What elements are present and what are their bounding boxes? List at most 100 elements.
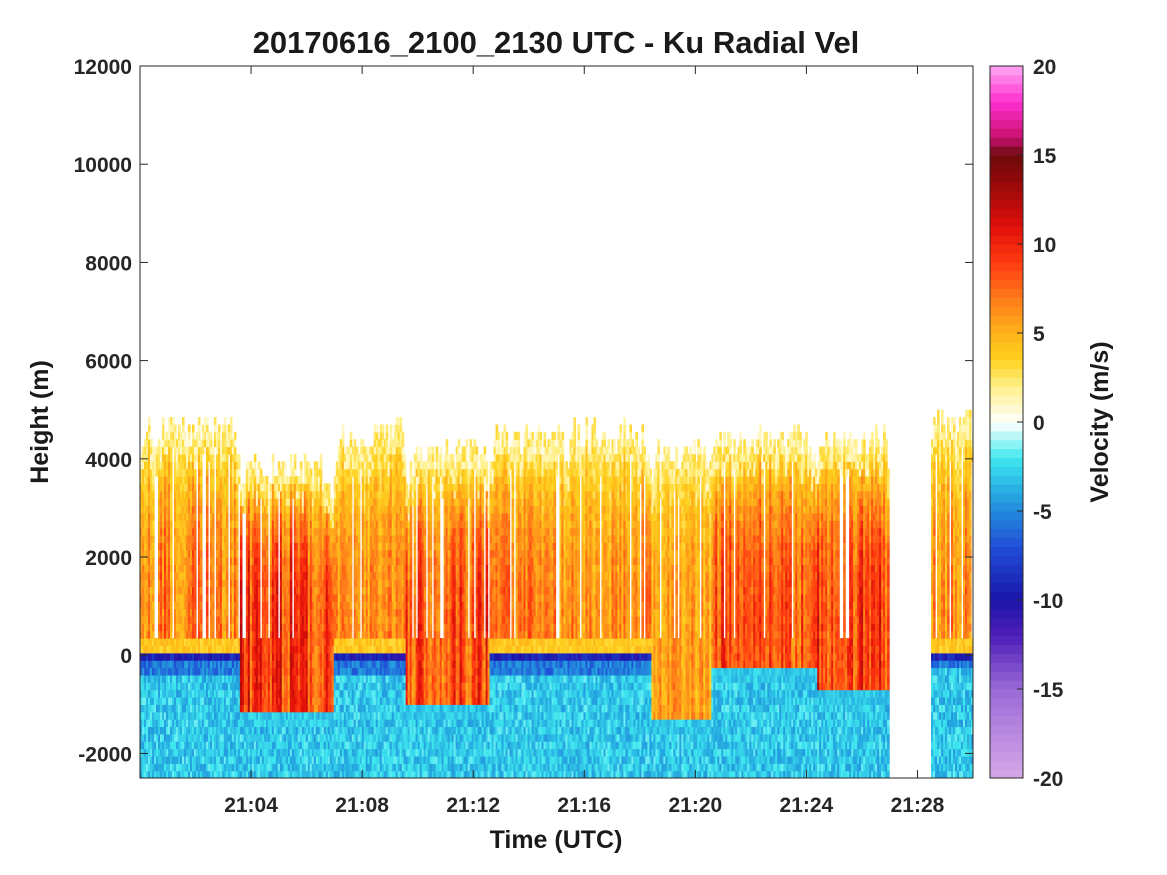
heatmap-cell: [329, 667, 333, 676]
heatmap-cell: [341, 696, 345, 705]
heatmap-cell: [155, 446, 159, 455]
heatmap-cell: [263, 593, 267, 602]
heatmap-cell: [295, 660, 299, 669]
heatmap-cell: [231, 674, 235, 683]
heatmap-cell: [361, 534, 365, 543]
heatmap-cell: [379, 674, 383, 683]
heatmap-cell: [345, 601, 349, 610]
heatmap-cell: [205, 571, 209, 580]
heatmap-cell: [187, 696, 191, 705]
heatmap-cell: [187, 667, 191, 676]
heatmap-cell: [142, 512, 145, 521]
heatmap-cell: [279, 748, 283, 757]
heatmap-cell: [285, 615, 289, 624]
heatmap-cell: [297, 741, 301, 750]
heatmap-cell: [167, 755, 171, 764]
heatmap-cell: [331, 645, 335, 654]
heatmap-cell: [341, 601, 345, 610]
heatmap-cell: [365, 461, 369, 470]
heatmap-cell: [142, 726, 145, 735]
heatmap-cell: [309, 557, 313, 565]
heatmap-cell: [323, 615, 327, 624]
heatmap-cell: [173, 615, 177, 624]
heatmap-cell: [323, 557, 327, 565]
heatmap-cell: [163, 439, 167, 448]
heatmap-cell: [231, 601, 235, 610]
heatmap-cell: [235, 468, 239, 477]
heatmap-cell: [347, 468, 351, 477]
heatmap-cell: [367, 748, 371, 757]
heatmap-cell: [347, 527, 351, 536]
heatmap-cell: [205, 748, 209, 757]
heatmap-cell: [333, 755, 337, 764]
heatmap-cell: [169, 468, 173, 477]
heatmap-cell: [179, 689, 183, 698]
heatmap-cell: [321, 520, 325, 529]
heatmap-cell: [249, 652, 253, 661]
heatmap-cell: [311, 608, 315, 617]
heatmap-cell: [215, 748, 219, 757]
heatmap-cell: [271, 726, 275, 735]
heatmap-cell: [144, 674, 147, 683]
heatmap-cell: [211, 682, 215, 691]
heatmap-cell: [165, 608, 169, 617]
heatmap-cell: [365, 645, 369, 654]
heatmap-cell: [215, 601, 219, 610]
heatmap-cell: [177, 726, 181, 735]
heatmap-cell: [209, 748, 213, 757]
heatmap-cell: [311, 490, 315, 499]
heatmap-cell: [375, 557, 379, 565]
heatmap-cell: [191, 579, 195, 588]
heatmap-cell: [219, 446, 223, 455]
heatmap-cell: [165, 719, 169, 728]
heatmap-cell: [341, 645, 345, 654]
heatmap-cell: [217, 557, 221, 565]
heatmap-cell: [142, 446, 145, 455]
heatmap-cell: [144, 770, 147, 778]
heatmap-cell: [163, 461, 167, 470]
heatmap-cell: [175, 527, 179, 536]
heatmap-cell: [315, 623, 319, 632]
heatmap-cell: [279, 608, 283, 617]
heatmap-cell: [177, 564, 181, 573]
heatmap-cell: [345, 726, 349, 735]
heatmap-cell: [269, 726, 273, 735]
heatmap-cell: [163, 564, 167, 573]
heatmap-cell: [195, 660, 199, 669]
heatmap-cell: [283, 638, 287, 647]
heatmap-cell: [229, 763, 233, 772]
heatmap-cell: [247, 696, 251, 705]
heatmap-cell: [241, 711, 245, 720]
heatmap-cell: [357, 512, 361, 521]
heatmap-cell: [253, 763, 257, 772]
heatmap-cell: [142, 696, 145, 705]
heatmap-cell: [335, 505, 339, 514]
heatmap-cell: [305, 505, 309, 514]
heatmap-cell: [323, 512, 327, 521]
heatmap-cell: [175, 615, 179, 624]
heatmap-cell: [309, 498, 313, 507]
heatmap-cell: [251, 534, 255, 543]
heatmap-cell: [361, 542, 365, 551]
heatmap-cell: [142, 770, 145, 778]
heatmap-cell: [179, 534, 183, 543]
heatmap-cell: [321, 733, 325, 742]
heatmap-cell: [341, 461, 345, 470]
heatmap-cell: [311, 564, 315, 573]
heatmap-cell: [349, 439, 353, 448]
heatmap-cell: [245, 696, 249, 705]
heatmap-cell: [193, 733, 197, 742]
heatmap-cell: [293, 461, 297, 470]
heatmap-cell: [327, 520, 331, 529]
heatmap-cell: [305, 638, 309, 647]
heatmap-cell: [317, 660, 321, 669]
heatmap-cell: [301, 682, 305, 691]
heatmap-cell: [251, 549, 255, 558]
heatmap-cell: [183, 711, 187, 720]
heatmap-cell: [315, 711, 319, 720]
heatmap-cell: [325, 719, 329, 728]
heatmap-cell: [375, 586, 379, 595]
heatmap-cell: [157, 755, 161, 764]
heatmap-cell: [265, 755, 269, 764]
heatmap-cell: [269, 630, 273, 639]
